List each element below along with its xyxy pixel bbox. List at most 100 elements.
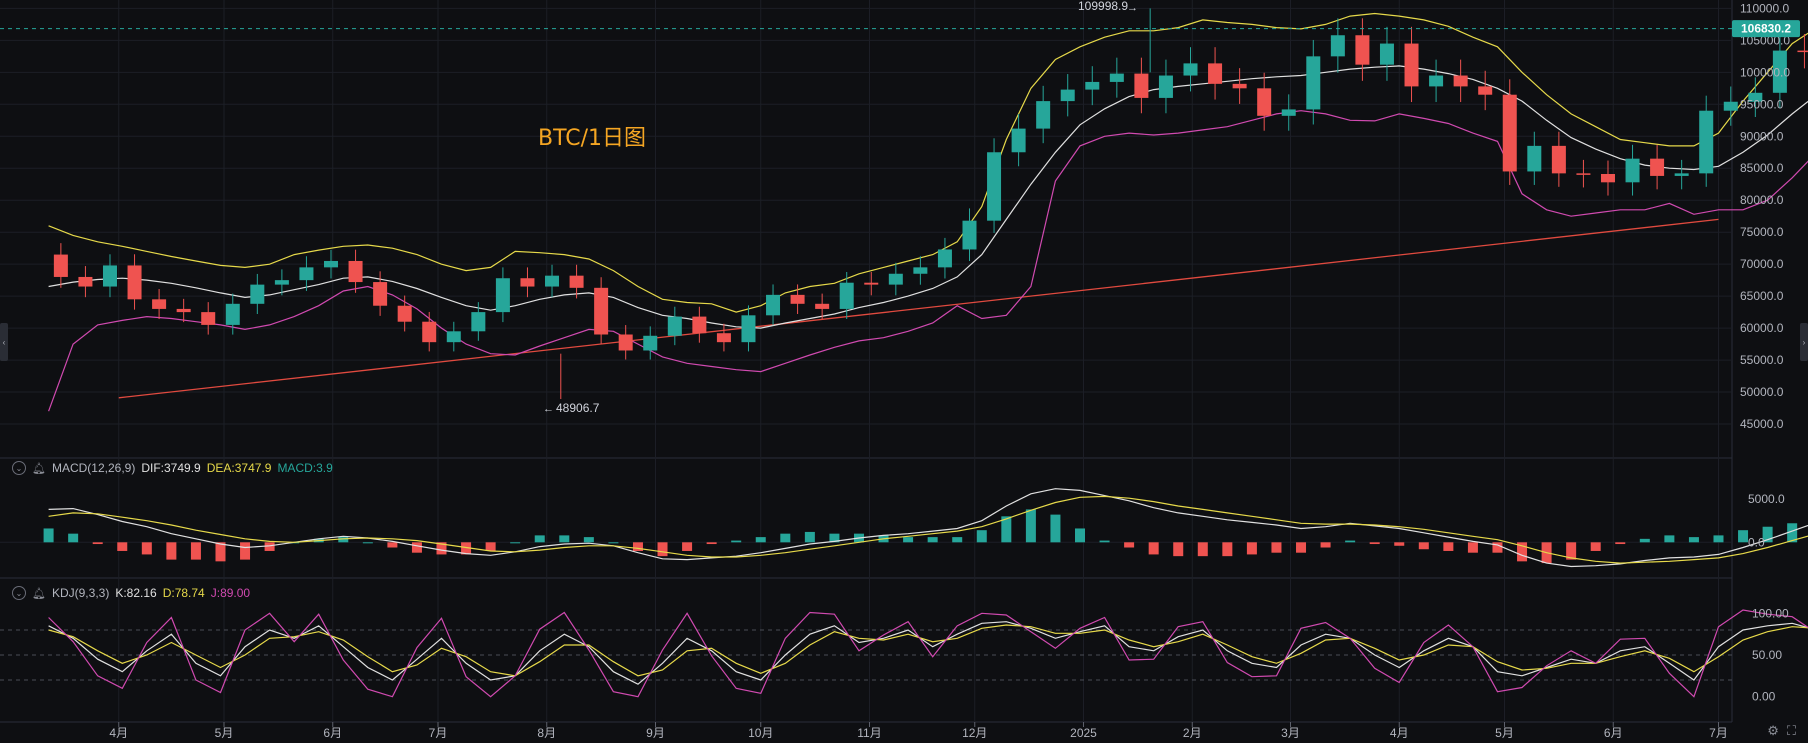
- macd-histogram-bar: [1001, 516, 1012, 543]
- macd-histogram-bar: [1590, 542, 1601, 551]
- macd-histogram-bar: [829, 533, 840, 543]
- candle-body: [1208, 63, 1223, 84]
- macd-tick-label: 0.0: [1748, 535, 1765, 549]
- low-annotation: ← 48906.7: [543, 401, 600, 415]
- time-tick-label: 3月: [1281, 726, 1300, 740]
- macd-histogram-bar: [215, 542, 226, 562]
- macd-histogram-bar: [608, 542, 619, 544]
- kdj-d-line: [48, 624, 1808, 677]
- kdj-tick-label: 50.00: [1752, 648, 1782, 662]
- macd-histogram-bar: [362, 542, 373, 544]
- macd-histogram-bar: [240, 542, 251, 560]
- candle-body: [913, 267, 928, 274]
- price-tick-label: 55000.0: [1740, 353, 1784, 367]
- macd-dea-line: [48, 495, 1808, 564]
- candle-body: [1772, 50, 1787, 93]
- macd-tick-label: 5000.0: [1748, 492, 1785, 506]
- macd-histogram-bar: [117, 542, 128, 551]
- kdj-legend: ⌄ 🔔︎ KDJ(9,3,3) K:82.16 D:78.74 J:89.00: [12, 586, 250, 600]
- candle-body: [1797, 50, 1808, 53]
- candle-body: [815, 303, 830, 309]
- macd-histogram-bar: [1369, 542, 1380, 545]
- candle-body: [1429, 75, 1444, 87]
- kdj-j-value: J:89.00: [210, 586, 251, 600]
- candle-body: [422, 321, 437, 343]
- low-arrow-icon: ←: [543, 403, 554, 415]
- candle-body: [987, 152, 1002, 221]
- right-collapse-handle[interactable]: ›: [1800, 323, 1808, 361]
- bollinger-bands: [48, 12, 1808, 412]
- macd-histogram-bar: [706, 542, 717, 545]
- last-price-label: 106830.2: [1741, 22, 1791, 36]
- macd-histogram-bar: [1075, 528, 1085, 543]
- kdj-k-value: K:82.16: [115, 586, 157, 600]
- macd-histogram-bar: [1050, 514, 1061, 543]
- candle-body: [274, 280, 289, 285]
- macd-histogram-bar: [534, 535, 545, 543]
- macd-legend: ⌄ 🔔︎ MACD(12,26,9) DIF:3749.9 DEA:3747.9…: [12, 461, 333, 475]
- time-tick-label: 5月: [215, 726, 234, 740]
- macd-histogram-bar: [338, 537, 349, 543]
- candle-body: [1650, 158, 1665, 176]
- macd-histogram-bar: [1738, 530, 1749, 543]
- left-collapse-handle[interactable]: ‹: [0, 323, 8, 361]
- macd-histogram-bar: [1345, 540, 1356, 543]
- macd-histogram-bar: [1517, 542, 1528, 562]
- macd-panel: [0, 488, 1808, 568]
- candle-body: [1453, 75, 1468, 87]
- time-tick-label: 5月: [1495, 726, 1514, 740]
- candle-body: [864, 282, 879, 285]
- candle-body: [1330, 35, 1345, 57]
- kdj-panel: [0, 609, 1808, 698]
- candle-body: [152, 299, 167, 309]
- candle-body: [53, 254, 68, 277]
- time-tick-label: 6月: [323, 726, 342, 740]
- axes: 110000.0105000.0100000.095000.090000.085…: [109, 1, 1790, 740]
- candle-body: [1379, 43, 1394, 65]
- kdj-d-value: D:78.74: [162, 586, 205, 600]
- candle-body: [1183, 63, 1198, 76]
- time-tick-label: 7月: [429, 726, 448, 740]
- time-tick-label: 4月: [109, 726, 128, 740]
- candle-body: [299, 267, 314, 281]
- collapse-toggle-icon[interactable]: ⌄: [12, 461, 26, 475]
- candle-body: [1060, 89, 1075, 102]
- macd-name: MACD(12,26,9): [51, 461, 136, 475]
- time-tick-label: 6月: [1604, 726, 1623, 740]
- macd-histogram-bar: [1615, 542, 1626, 545]
- candle-body: [1109, 73, 1124, 82]
- candle-body: [1232, 83, 1247, 89]
- macd-histogram-bar: [264, 542, 275, 551]
- collapse-toggle-icon[interactable]: ⌄: [12, 586, 26, 600]
- macd-histogram-bar: [903, 537, 914, 543]
- macd-histogram-bar: [976, 530, 987, 543]
- macd-histogram-bar: [1713, 535, 1724, 543]
- low-price-label: 48906.7: [556, 401, 600, 415]
- bell-icon[interactable]: 🔔︎: [32, 462, 46, 475]
- candle-body: [888, 273, 903, 285]
- macd-histogram-bar: [1394, 542, 1405, 546]
- candle-body: [1600, 174, 1615, 183]
- candle-body: [324, 260, 338, 268]
- candle-body: [176, 308, 191, 313]
- high-price-label: 109998.9: [1078, 0, 1128, 13]
- macd-histogram-bar: [1099, 540, 1110, 543]
- macd-histogram-bar: [1688, 537, 1699, 543]
- settings-icon[interactable]: ⚙︎: [1767, 723, 1779, 738]
- macd-histogram-bar: [780, 533, 791, 543]
- candle-body: [78, 276, 93, 287]
- candle-body: [1723, 101, 1738, 111]
- fullscreen-icon[interactable]: ⛶: [1786, 723, 1796, 738]
- kdj-tick-label: 100.00: [1752, 606, 1789, 620]
- price-tick-label: 90000.0: [1740, 129, 1784, 143]
- macd-histogram-bar: [485, 542, 496, 551]
- time-tick-label: 12月: [962, 726, 987, 740]
- macd-histogram-bar: [141, 542, 152, 555]
- macd-histogram-bar: [1222, 542, 1233, 557]
- candle-body: [127, 265, 142, 300]
- kdj-name: KDJ(9,3,3): [51, 586, 110, 600]
- bell-icon[interactable]: 🔔︎: [32, 587, 46, 600]
- price-tick-label: 75000.0: [1740, 225, 1784, 239]
- boll-lower-line: [48, 110, 1808, 412]
